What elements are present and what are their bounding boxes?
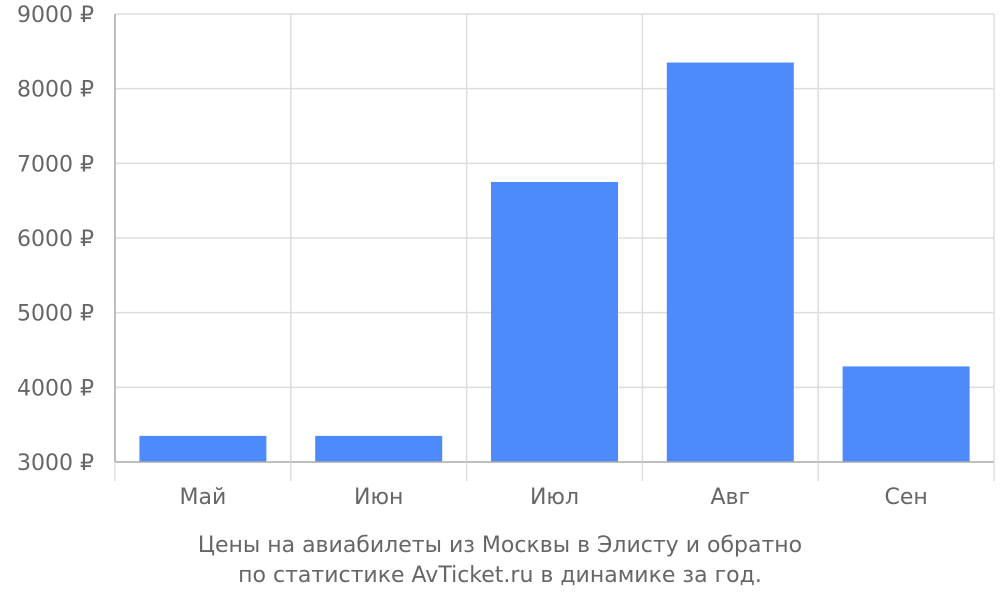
y-tick-label: 8000 ₽ (17, 78, 94, 103)
bar (842, 366, 970, 462)
bar (139, 435, 267, 462)
y-tick-label: 7000 ₽ (17, 152, 94, 177)
bar (666, 62, 794, 463)
y-tick-label: 9000 ₽ (17, 3, 94, 28)
axes (114, 14, 995, 481)
bar-chart: 3000 ₽ 4000 ₽ 5000 ₽ 6000 ₽ 7000 ₽ 8000 ₽ 9000… (17, 3, 995, 510)
bar (315, 435, 443, 462)
x-tick-label: Июн (354, 485, 403, 510)
y-tick-label: 6000 ₽ (17, 227, 94, 252)
y-tick-label: 3000 ₽ (17, 451, 94, 476)
x-axis-tick-labels: Май Июн Июл Авг Сен (180, 485, 928, 510)
x-tick-label: Авг (711, 485, 751, 510)
x-tick-label: Июл (530, 485, 579, 510)
chart-caption-line-1: Цены на авиабилеты из Москвы в Элисту и … (197, 533, 803, 558)
y-tick-label: 5000 ₽ (17, 302, 94, 327)
y-tick-label: 4000 ₽ (17, 376, 94, 401)
bar (491, 182, 618, 462)
x-tick-label: Сен (884, 485, 927, 510)
grid (115, 13, 995, 462)
y-axis-tick-labels: 3000 ₽ 4000 ₽ 5000 ₽ 6000 ₽ 7000 ₽ 8000 ₽ 9000… (17, 3, 94, 476)
chart-caption-line-2: по статистике AvTicket.ru в динамике за … (238, 563, 762, 588)
bars (139, 62, 970, 463)
x-tick-label: Май (180, 485, 227, 510)
